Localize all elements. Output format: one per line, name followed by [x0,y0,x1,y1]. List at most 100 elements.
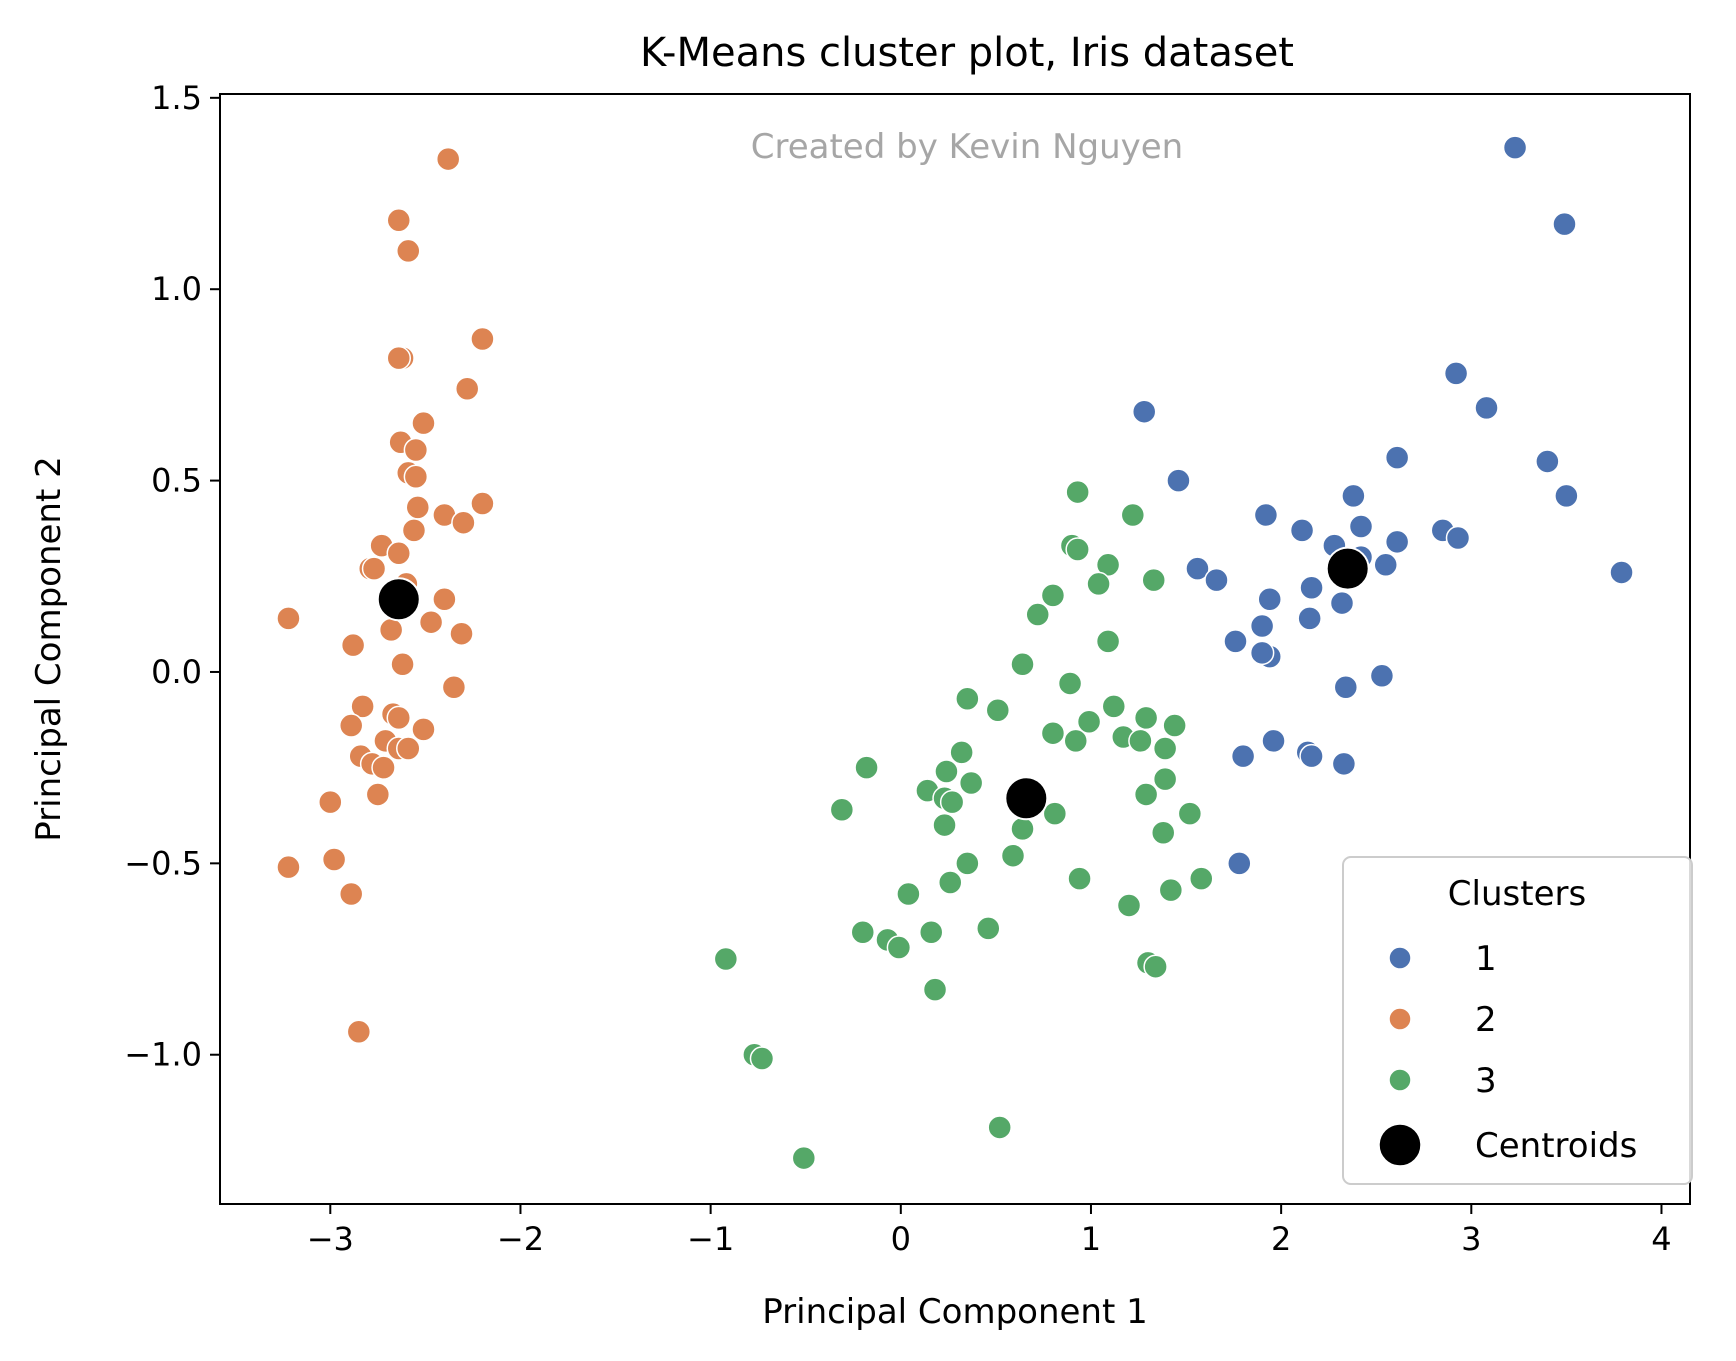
data-point [449,621,474,646]
data-point [922,977,948,1002]
data-point [411,717,436,742]
data-point [1249,640,1275,666]
data-point [1162,713,1187,738]
data-point [1502,135,1528,160]
data-point [1185,556,1210,581]
data-point [1166,468,1191,493]
data-point [418,609,444,635]
data-point [1010,816,1035,842]
data-point [1010,652,1035,677]
legend-entry-label: 3 [1475,1061,1497,1101]
data-point [932,812,957,838]
y-axis-label: Principal Component 2 [29,456,69,842]
x-tick-label: −3 [307,1220,354,1258]
series-centroids [376,546,1370,821]
data-point [1067,866,1092,891]
data-point [1204,567,1229,593]
data-point [1143,954,1168,979]
legend-title: Clusters [1448,874,1586,914]
data-point [340,632,366,658]
data-point [386,345,412,371]
legend-marker [1388,1007,1412,1031]
data-point [896,881,921,907]
data-point [403,464,429,490]
data-point [1373,552,1398,578]
data-point [1063,728,1089,754]
data-point [1189,866,1214,891]
data-point [918,919,944,945]
data-point [1025,602,1050,627]
data-point [318,789,343,815]
y-tick-label: 1.0 [151,270,202,308]
data-point [1150,820,1176,845]
data-point [276,606,301,631]
legend: Clusters 1 2 3 Centroids [1342,856,1693,1185]
data-point [1040,583,1066,608]
data-point [1249,613,1275,639]
data-point [1133,705,1159,731]
data-point [321,847,347,872]
data-point [1535,449,1560,474]
data-point [1331,751,1357,777]
data-point [1065,537,1090,562]
data-point [276,854,301,880]
data-point [432,586,457,612]
data-point [1152,736,1178,761]
data-point [1554,483,1579,509]
data-point [1341,483,1366,509]
legend-marker [1378,1123,1422,1167]
data-point [1443,361,1469,386]
data-point [850,919,876,945]
data-point [386,705,412,731]
data-point [1329,590,1355,616]
data-point [361,556,387,581]
data-point [396,736,421,761]
data-point [1299,743,1324,769]
data-point [378,617,404,643]
data-point [1230,743,1256,769]
data-point [1261,728,1286,754]
data-point [411,410,436,436]
x-tick-label: −2 [497,1220,544,1258]
data-point [338,713,364,738]
series-cluster-2 [276,146,495,1045]
centroid-point [1004,776,1049,821]
data-point [1253,502,1279,528]
data-point [1057,671,1083,696]
data-point [829,797,855,823]
x-tick-label: 1 [1081,1220,1101,1258]
data-point [1065,479,1090,505]
data-point [1158,877,1184,903]
plot-frame [219,93,1691,1205]
y-tick-label: 1.5 [151,79,202,117]
data-point [1384,445,1410,470]
watermark-annotation: Created by Kevin Nguyen [751,127,1183,167]
legend-entry-label: 2 [1475,1000,1497,1040]
data-point [1223,629,1248,654]
data-point [1474,395,1499,421]
data-point [451,510,476,535]
data-point [937,870,963,895]
data-point [1152,766,1178,792]
x-tick-label: 4 [1651,1220,1671,1258]
legend-marker [1388,946,1412,970]
y-tick-label: −0.5 [124,844,202,882]
data-point [350,694,375,719]
data-point [1086,571,1111,597]
data-point [955,851,980,876]
y-tick-label: 0.5 [151,462,202,500]
data-point [1257,586,1282,612]
x-axis-ticks: −3 −2 −1 0 1 2 3 4 [307,1204,1672,1258]
data-point [1141,567,1166,593]
data-point [1040,720,1066,746]
data-point [1552,211,1577,237]
data-point [1000,843,1026,868]
y-axis-ticks: −1.0 −0.5 0.0 0.5 1.0 1.5 [124,79,220,1074]
data-point [1101,694,1127,719]
data-point [1120,502,1146,528]
data-point [1131,399,1157,424]
data-point [470,491,495,516]
legend-marker [1388,1068,1412,1092]
y-tick-label: 0.0 [151,653,202,691]
